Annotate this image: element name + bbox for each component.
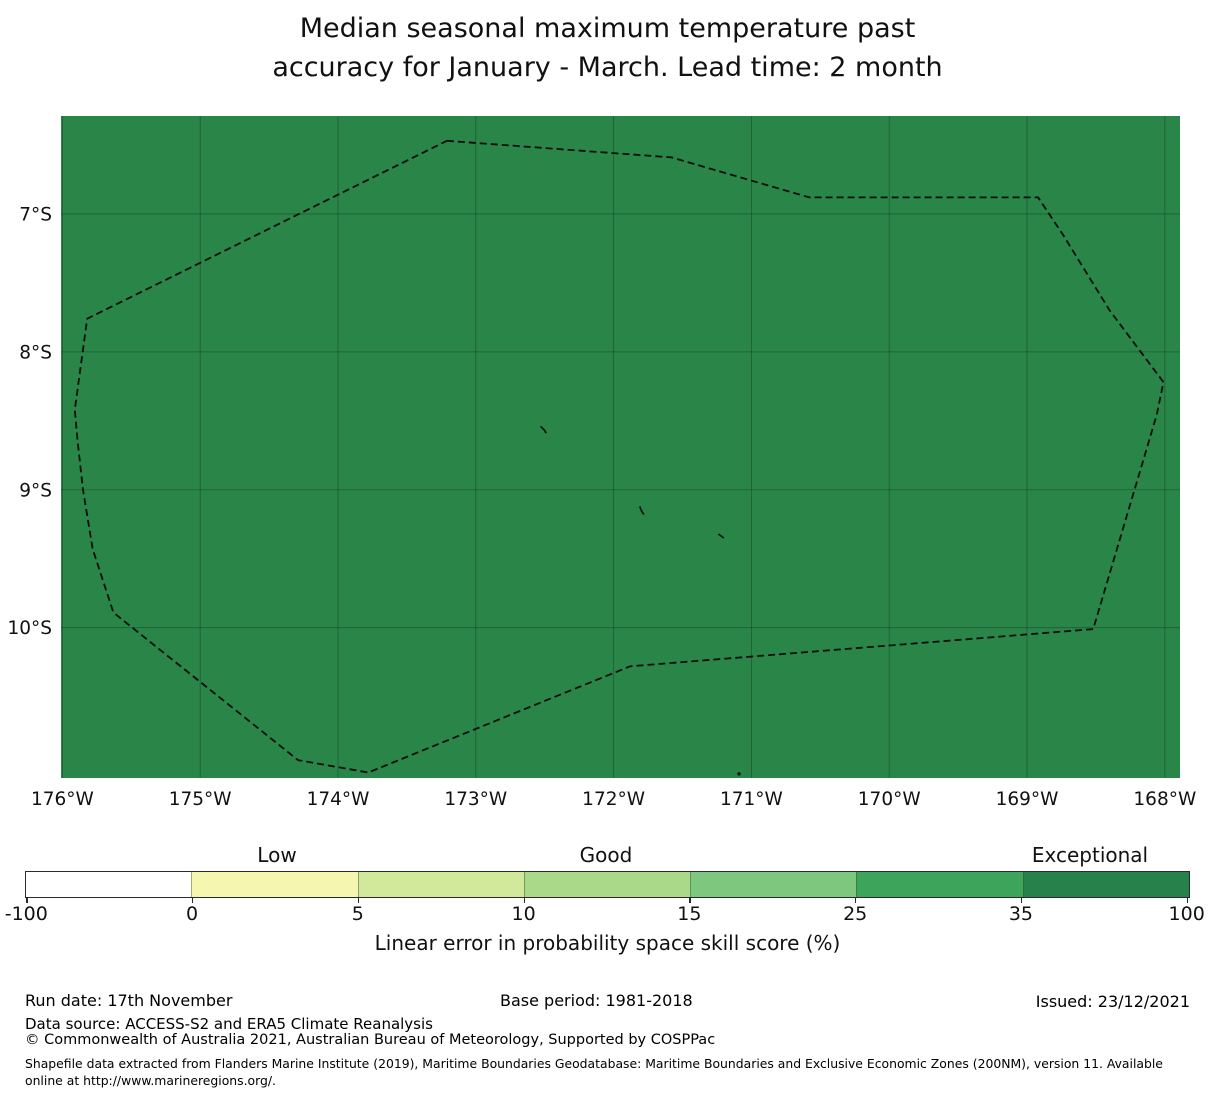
run-date-text: Run date: 17th November: [25, 991, 233, 1010]
x-tick-label: 174°W: [307, 789, 370, 810]
colorbar-tick-label: 15: [677, 903, 702, 925]
shapefile-note-text: Shapefile data extracted from Flanders M…: [25, 1056, 1163, 1088]
colorbar-tick: [523, 898, 525, 903]
eez-boundary-line: [73, 139, 1165, 774]
y-tick-label: 7°S: [19, 204, 52, 225]
map-fill-region: [61, 116, 1180, 778]
y-tick-label: 10°S: [7, 618, 52, 639]
colorbar-tick-label: 10: [511, 903, 536, 925]
island-swains: [737, 772, 741, 776]
colorbar-tick-label: 100: [1168, 903, 1205, 925]
colorbar-tick: [1186, 898, 1188, 903]
chart-title: Median seasonal maximum temperature past…: [0, 9, 1215, 87]
island-fakaofo: [717, 533, 725, 539]
island-atafu: [539, 425, 547, 434]
x-tick-label: 169°W: [996, 789, 1059, 810]
x-tick-label: 175°W: [169, 789, 232, 810]
colorbar-tick: [357, 898, 360, 903]
colorbar-tick-label: 35: [1008, 903, 1034, 925]
copyright-text: © Commonwealth of Australia 2021, Austra…: [25, 1032, 716, 1048]
colorbar-tick-label: 25: [843, 903, 868, 925]
colorbar-tick-label: 0: [186, 903, 199, 925]
map-canvas: 7°S 8°S 9°S 10°S 176°W 175°W 174°W 173°W 172°W 17…: [7, 116, 1196, 810]
colorbar-segment-35-100: [1022, 872, 1189, 897]
colorbar-segment-10-15: [523, 872, 691, 897]
colorbar-category-label: Exceptional: [1031, 843, 1149, 867]
colorbar-segment-5-10: [357, 872, 524, 897]
colorbar-segment-15-25: [690, 872, 857, 897]
x-tick-label: 173°W: [444, 789, 507, 810]
colorbar: Low Good Exceptional -100 0 5 10 15 25 35 100: [5, 843, 1205, 929]
colorbar-tick: [855, 898, 857, 903]
x-tick-label: 171°W: [720, 789, 783, 810]
issued-date-text: Issued: 23/12/2021: [1035, 992, 1190, 1011]
colorbar-tick-label: -100: [4, 903, 48, 925]
colorbar-category-label: Good: [579, 843, 633, 867]
colorbar-tick: [26, 898, 28, 903]
x-tick-label: 172°W: [582, 789, 645, 810]
colorbar-segment-25-35: [856, 872, 1023, 897]
x-tick-label: 176°W: [31, 789, 94, 810]
island-nukunonu: [638, 506, 645, 516]
colorbar-segment--100-0: [26, 872, 192, 897]
colorbar-category-label: Low: [257, 843, 297, 867]
colorbar-tick-label: 5: [351, 903, 364, 925]
x-tick-label: 170°W: [858, 789, 921, 810]
chart-title-line2: accuracy for January - March. Lead time:…: [272, 52, 943, 83]
y-tick-label: 8°S: [19, 342, 52, 363]
x-tick-label: 168°W: [1133, 789, 1196, 810]
colorbar-bar: [25, 871, 1190, 898]
base-period-text: Base period: 1981-2018: [500, 991, 693, 1010]
colorbar-tick: [192, 898, 194, 903]
data-source-text: Data source: ACCESS-S2 and ERA5 Climate …: [25, 1015, 433, 1033]
colorbar-tick: [689, 898, 691, 903]
colorbar-axis-label: Linear error in probability space skill …: [374, 931, 841, 955]
colorbar-segment-0-5: [191, 872, 358, 897]
colorbar-tick: [1020, 898, 1023, 903]
y-tick-label: 9°S: [19, 480, 52, 501]
chart-title-line1: Median seasonal maximum temperature past: [299, 13, 916, 44]
